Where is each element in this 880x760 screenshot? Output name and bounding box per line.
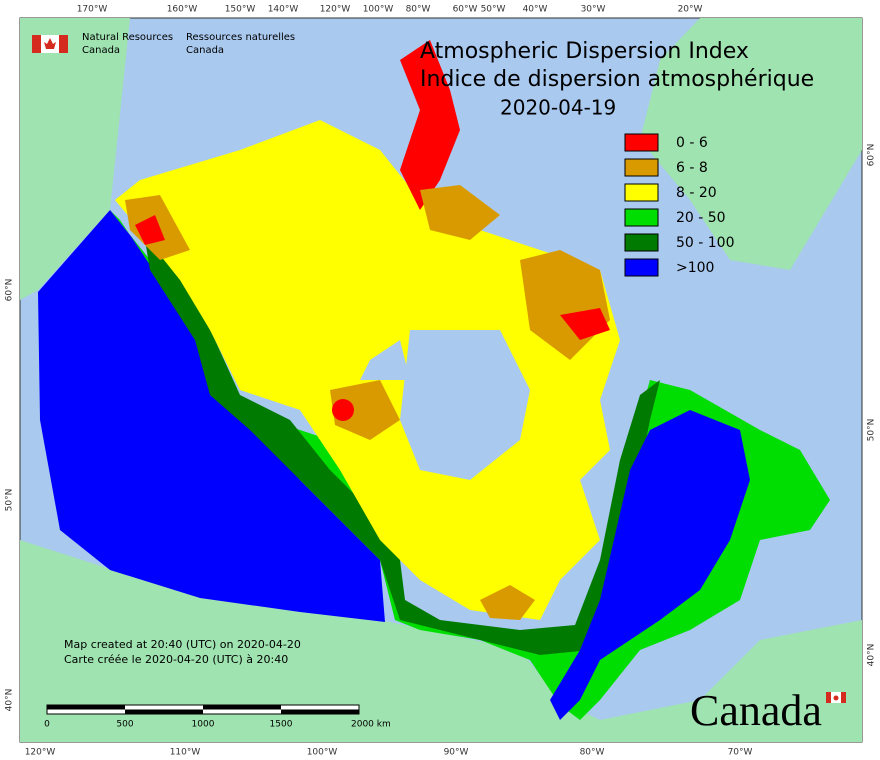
flag-bar	[32, 35, 41, 53]
legend-swatch	[624, 258, 659, 277]
graticule-label: 40°N	[5, 689, 15, 712]
graticule-label: 20°W	[678, 5, 703, 15]
wordmark-flag	[826, 692, 846, 703]
zone-red-yukon	[135, 215, 165, 245]
graticule-label: 80°W	[406, 5, 431, 15]
legend-label: 0 - 6	[676, 135, 708, 151]
scale-segment	[125, 709, 203, 714]
graticule-label: 40°W	[523, 5, 548, 15]
graticule-label: 100°W	[307, 748, 338, 758]
graticule-label: 160°W	[167, 5, 198, 15]
zone-west	[38, 210, 385, 622]
legend-label: >100	[676, 260, 714, 276]
wordmark: Canada	[690, 686, 822, 735]
graticule-label: 80°W	[580, 748, 605, 758]
created-note: Carte créée le 2020-04-20 (UTC) à 20:40	[64, 653, 288, 666]
graticule-labels: 170°W 160°W 150°W 140°W 120°W 100°W 80°W 60°W 50…	[5, 5, 877, 758]
graticule-label: 140°W	[268, 5, 299, 15]
scale-segment	[281, 709, 359, 714]
hudson-bay	[360, 340, 410, 380]
scale-label: 0	[44, 720, 50, 730]
agency-fr: Ressources naturelles	[186, 32, 295, 43]
graticule-label: 170°W	[77, 5, 108, 15]
graticule-label: 40°N	[867, 644, 877, 667]
title-fr: Indice de dispersion atmosphérique	[420, 67, 814, 92]
graticule-label: 60°W	[453, 5, 478, 15]
flag-leaf	[44, 38, 56, 49]
map-date: 2020-04-19	[500, 96, 616, 120]
flag-leaf	[833, 695, 839, 701]
legend-swatch	[624, 158, 659, 177]
graticule-label: 120°W	[320, 5, 351, 15]
scale-segment	[47, 705, 125, 710]
zone-orange-hudson	[330, 380, 400, 440]
legend: 0 - 6 6 - 8 8 - 20 20 - 50 50 - 100 >100	[624, 133, 735, 277]
zone-east	[550, 410, 750, 720]
agency-en: Canada	[82, 45, 120, 56]
title-en: Atmospheric Dispersion Index	[420, 39, 749, 64]
legend-label: 6 - 8	[676, 160, 708, 176]
graticule-label: 30°W	[581, 5, 606, 15]
scale-label: 1000	[192, 720, 215, 730]
legend-label: 20 - 50	[676, 210, 726, 226]
graticule-label: 90°W	[444, 748, 469, 758]
graticule-label: 60°N	[5, 279, 15, 302]
zone-red-spot	[332, 399, 354, 421]
hudson-bay-main	[400, 330, 530, 480]
alaska	[20, 18, 130, 300]
graticule-label: 150°W	[225, 5, 256, 15]
scale-segment	[203, 705, 281, 710]
graticule-label: 70°W	[728, 748, 753, 758]
legend-label: 50 - 100	[676, 235, 735, 251]
legend-label: 8 - 20	[676, 185, 717, 201]
scale-label: 1500	[270, 720, 293, 730]
map-frame	[19, 17, 863, 743]
usa	[20, 540, 862, 742]
zone-yellow-ontario	[400, 440, 560, 590]
graticule-label: 50°N	[5, 489, 15, 512]
agency-fr: Canada	[186, 45, 224, 56]
scale-label: 500	[116, 720, 133, 730]
legend-swatch	[624, 133, 659, 152]
flag-bar	[841, 692, 846, 703]
zone-orange-arctic	[420, 185, 500, 240]
legend-swatch	[624, 208, 659, 227]
graticule-label: 100°W	[363, 5, 394, 15]
flag-bar	[59, 35, 68, 53]
graticule-label: 120°W	[25, 748, 56, 758]
zone-dark-green	[140, 210, 660, 655]
graticule-label: 110°W	[170, 748, 201, 758]
created-note: Map created at 20:40 (UTC) on 2020-04-20	[64, 638, 301, 651]
graticule-label: 50°W	[481, 5, 506, 15]
legend-swatch	[624, 233, 659, 252]
scale-bar: 0 500 1000 1500 2000 km	[44, 704, 391, 730]
legend-swatch	[624, 183, 659, 202]
flag-bar	[826, 692, 831, 703]
agency-signature: Natural Resources Canada Ressources natu…	[32, 32, 295, 56]
graticule-label: 60°N	[867, 144, 877, 167]
zone-red-baffin	[560, 308, 610, 340]
graticule-label: 50°N	[867, 419, 877, 442]
zone-red-arctic	[400, 40, 460, 210]
scale-label: 2000 km	[351, 720, 391, 730]
agency-en: Natural Resources	[82, 32, 173, 43]
greenland	[640, 18, 862, 270]
zone-orange-south	[480, 585, 535, 620]
